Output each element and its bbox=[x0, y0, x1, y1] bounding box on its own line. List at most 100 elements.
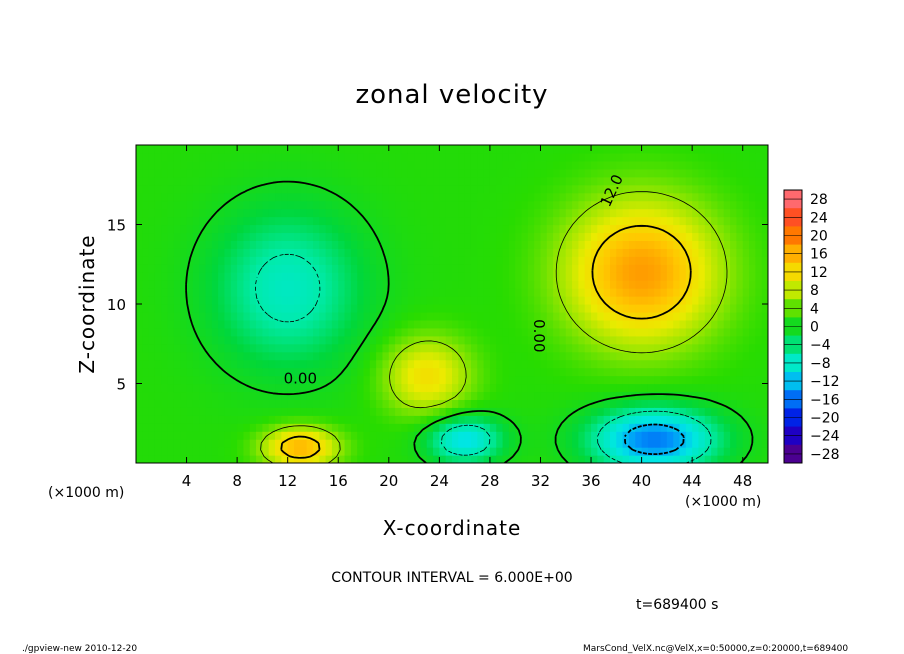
field-cell bbox=[174, 264, 181, 273]
field-cell bbox=[357, 185, 364, 194]
field-cell bbox=[193, 264, 200, 273]
field-cell bbox=[755, 320, 762, 329]
field-cell bbox=[338, 423, 345, 432]
field-cell bbox=[749, 360, 756, 369]
field-cell bbox=[433, 225, 440, 234]
field-cell bbox=[389, 153, 396, 162]
field-cell bbox=[389, 336, 396, 345]
field-cell bbox=[357, 280, 364, 289]
field-cell bbox=[692, 153, 699, 162]
field-cell bbox=[534, 407, 541, 416]
field-cell bbox=[458, 217, 465, 226]
field-cell bbox=[161, 352, 168, 361]
field-cell bbox=[477, 328, 484, 337]
field-cell bbox=[161, 240, 168, 249]
field-cell bbox=[698, 384, 705, 393]
field-cell bbox=[749, 312, 756, 321]
field-cell bbox=[313, 217, 320, 226]
field-cell bbox=[446, 169, 453, 178]
field-cell bbox=[401, 384, 408, 393]
field-cell bbox=[755, 344, 762, 353]
field-cell bbox=[357, 384, 364, 393]
field-cell bbox=[591, 336, 598, 345]
field-cell bbox=[174, 304, 181, 313]
field-cell bbox=[477, 431, 484, 440]
field-cell bbox=[755, 376, 762, 385]
field-cell bbox=[465, 264, 472, 273]
field-cell bbox=[591, 177, 598, 186]
x-tick-label: 12 bbox=[278, 472, 297, 490]
field-cell bbox=[705, 153, 712, 162]
field-cell bbox=[528, 423, 535, 432]
field-cell bbox=[496, 248, 503, 257]
field-cell bbox=[578, 225, 585, 234]
field-cell bbox=[155, 384, 162, 393]
field-cell bbox=[736, 384, 743, 393]
field-cell bbox=[623, 304, 630, 313]
field-cell bbox=[155, 399, 162, 408]
field-cell bbox=[629, 240, 636, 249]
field-cell bbox=[559, 376, 566, 385]
field-cell bbox=[698, 280, 705, 289]
field-cell bbox=[749, 407, 756, 416]
field-cell bbox=[174, 177, 181, 186]
field-cell bbox=[585, 407, 592, 416]
field-cell bbox=[427, 248, 434, 257]
colorbar-label: −20 bbox=[810, 411, 840, 427]
field-cell bbox=[522, 439, 529, 448]
field-cell bbox=[243, 455, 250, 464]
field-cell bbox=[218, 264, 225, 273]
field-cell bbox=[142, 391, 149, 400]
field-cell bbox=[149, 209, 156, 218]
field-cell bbox=[629, 193, 636, 202]
field-cell bbox=[332, 391, 339, 400]
field-cell bbox=[496, 431, 503, 440]
field-cell bbox=[439, 391, 446, 400]
field-cell bbox=[414, 177, 421, 186]
field-cell bbox=[142, 201, 149, 210]
field-cell bbox=[591, 447, 598, 456]
field-cell bbox=[420, 161, 427, 170]
field-cell bbox=[559, 193, 566, 202]
field-cell bbox=[540, 240, 547, 249]
field-cell bbox=[142, 304, 149, 313]
field-cell bbox=[408, 209, 415, 218]
field-cell bbox=[136, 193, 143, 202]
field-cell bbox=[161, 272, 168, 281]
field-cell bbox=[648, 312, 655, 321]
field-cell bbox=[313, 304, 320, 313]
field-cell bbox=[364, 288, 371, 297]
field-cell bbox=[654, 415, 661, 424]
field-cell bbox=[540, 296, 547, 305]
field-cell bbox=[717, 185, 724, 194]
field-cell bbox=[357, 368, 364, 377]
field-cell bbox=[376, 169, 383, 178]
field-cell bbox=[168, 336, 175, 345]
field-cell bbox=[395, 336, 402, 345]
field-cell bbox=[180, 415, 187, 424]
field-cell bbox=[686, 447, 693, 456]
field-cell bbox=[332, 320, 339, 329]
field-cell bbox=[364, 256, 371, 265]
field-cell bbox=[364, 145, 371, 154]
field-cell bbox=[471, 185, 478, 194]
field-cell bbox=[199, 153, 206, 162]
field-cell bbox=[585, 169, 592, 178]
field-cell bbox=[572, 336, 579, 345]
field-cell bbox=[319, 264, 326, 273]
field-cell bbox=[433, 256, 440, 265]
field-cell bbox=[401, 264, 408, 273]
field-cell bbox=[231, 407, 238, 416]
field-cell bbox=[326, 368, 333, 377]
field-cell bbox=[142, 153, 149, 162]
field-cell bbox=[326, 217, 333, 226]
field-cell bbox=[623, 201, 630, 210]
field-cell bbox=[642, 209, 649, 218]
field-cell bbox=[730, 431, 737, 440]
field-cell bbox=[218, 407, 225, 416]
field-cell bbox=[174, 415, 181, 424]
field-cell bbox=[522, 272, 529, 281]
field-cell bbox=[547, 193, 554, 202]
field-cell bbox=[332, 240, 339, 249]
field-cell bbox=[749, 328, 756, 337]
